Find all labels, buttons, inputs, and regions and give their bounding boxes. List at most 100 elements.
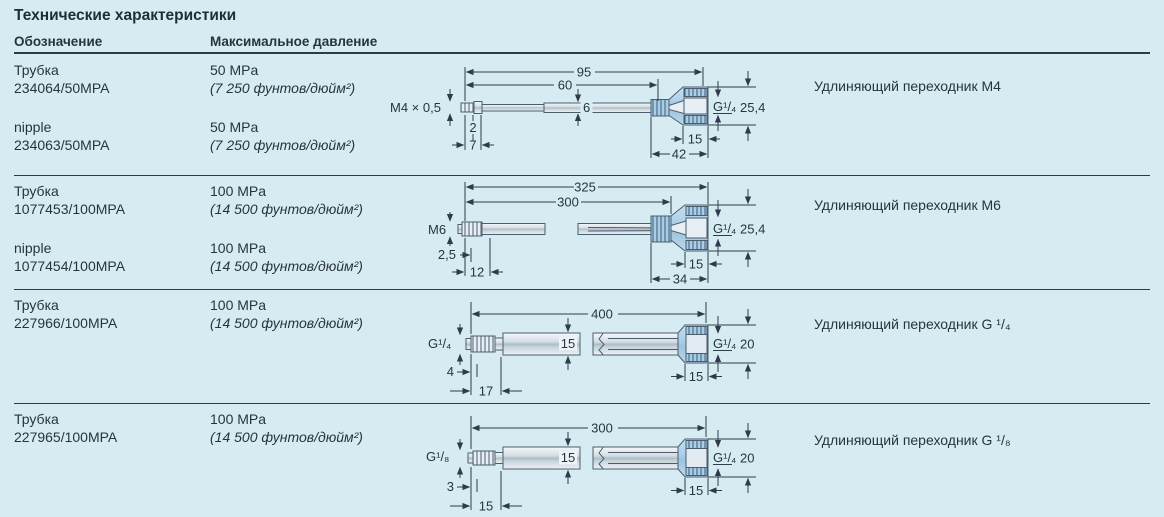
dim-b-label: 12 [470,265,484,280]
column-header-pressure: Максимальное давление [210,34,378,49]
pressure-imperial: (14 500 фунтов/дюйм²) [210,429,363,445]
dim-port-label: 15 [689,257,703,272]
dim-mid-label: 300 [557,195,579,210]
pressure-item: 100 MPa (14 500 фунтов/дюйм²) [210,239,363,275]
part-item: Трубка 1077453/100MPA [14,182,125,218]
tube-shape [467,438,709,478]
pressure-imperial: (14 500 фунтов/дюйм²) [210,201,363,217]
part-code: 234063/50MPA [14,137,110,153]
part-code: 1077453/100MPA [14,201,126,217]
pressure-cell: 100 MPa (14 500 фунтов/дюйм²) [210,296,363,332]
spec-row-m6: Трубка 1077453/100MPA nipple 1077454/100… [0,176,1164,289]
technical-drawing-m6: 325 300 M6 2,5 12 G¹/₄ 25,4 15 34 [428,180,765,287]
port-label: G¹/₄ [713,450,736,465]
pressure-item: 50 MPa (7 250 фунтов/дюйм²) [210,61,355,97]
part-code: 227966/100MPA [14,315,118,331]
dim-dia-label: 6 [583,100,590,115]
adapter-label: Удлиняющий переходник M6 [814,197,1001,213]
part-item: nipple 234063/50MPA [14,118,109,154]
dim-height-label: 20 [740,337,754,352]
part-name: Трубка [14,297,59,313]
dim-a-label: 4 [447,364,454,379]
dim-mid-label: 60 [558,78,572,93]
dim-dia-label: 15 [561,336,575,351]
part-code: 234064/50MPA [14,80,110,96]
pressure-imperial: (7 250 фунтов/дюйм²) [210,137,356,153]
technical-drawing-g18: 300 G¹/₈ 15 3 15 G¹/₄ 20 15 [426,416,756,514]
port-label: G¹/₄ [713,221,736,236]
thread-label: G¹/₄ [428,336,451,351]
thread-label: G¹/₈ [426,449,449,464]
dim-dia-label: 15 [561,450,575,465]
thread-label: M6 [428,222,446,237]
page-title: Технические характеристики [14,7,237,24]
adapter-label: Удлиняющий переходник G ¹/₈ [814,432,1011,448]
part-name: Трубка [14,62,59,78]
part-item: nipple 1077454/100MPA [14,239,125,275]
part-name: nipple [14,119,52,135]
pressure-cell: 50 MPa (7 250 фунтов/дюйм²) 50 MPa (7 25… [210,61,355,154]
port-label: G¹/₄ [713,99,736,114]
pressure-imperial: (14 500 фунтов/дюйм²) [210,315,363,331]
dim-height-label: 25,4 [740,100,765,115]
technical-drawing-m4: 95 60 6 M4 × 0,5 2 7 G¹/₄ 25,4 15 42 [390,65,765,162]
dim-port-label: 15 [689,483,703,498]
pressure-item: 100 MPa (14 500 фунтов/дюйм²) [210,410,363,446]
dim-height-label: 25,4 [740,222,765,237]
spec-row-g14: Трубка 227966/100MPA 100 MPa (14 500 фун… [0,290,1164,403]
dim-b-label: 7 [469,138,476,153]
row-separator [14,403,1150,404]
dim-b-label: 17 [479,384,493,399]
pressure-item: 100 MPa (14 500 фунтов/дюйм²) [210,182,363,218]
adapter-label: Удлиняющий переходник M4 [814,78,1001,94]
dim-a-label: 2,5 [438,247,456,262]
dim-port-label: 15 [689,369,703,384]
thread-label: M4 × 0,5 [390,100,441,115]
dim-height-label: 20 [740,451,754,466]
dim-total-label: 400 [591,307,613,322]
dimension-lines [446,67,756,158]
column-header-designation: Обозначение [14,34,103,49]
dim-total-label: 300 [591,421,613,436]
dim-total-label: 95 [577,65,591,80]
dim-dia-backdrop [559,336,577,351]
pressure-cell: 100 MPa (14 500 фунтов/дюйм²) [210,410,363,446]
dim-a-label: 3 [447,479,454,494]
part-name: Трубка [14,183,59,199]
part-code: 1077454/100MPA [14,258,126,274]
designation-cell: Трубка 227966/100MPA [14,296,117,332]
dim-dia-backdrop [559,450,577,465]
designation-cell: Трубка 234064/50MPA nipple 234063/50MPA [14,61,109,154]
row-separator [14,289,1150,290]
spec-row-m4: Трубка 234064/50MPA nipple 234063/50MPA … [0,55,1164,175]
pressure-value: 50 MPa [210,119,259,135]
tube-shape [457,204,709,252]
dimension-lines [446,182,756,283]
part-name: nipple [14,240,52,256]
designation-cell: Трубка 227965/100MPA [14,410,117,446]
tube-shape [465,324,709,364]
dim-total-label: 325 [574,180,596,195]
pressure-value: 50 MPa [210,62,259,78]
dim-port-label: 15 [688,132,702,147]
part-name: Трубка [14,411,59,427]
pressure-value: 100 MPa [210,183,267,199]
dim-a-label: 2 [469,120,476,135]
dim-dia-backdrop [580,102,593,114]
header-rule [14,52,1150,54]
technical-drawing-g14: 400 G¹/₄ 15 4 17 G¹/₄ 20 15 [428,302,756,399]
dimension-lines [450,302,756,395]
pressure-cell: 100 MPa (14 500 фунтов/дюйм²) 100 MPa (1… [210,182,363,275]
dim-adapter-label: 34 [673,272,687,287]
part-code: 227965/100MPA [14,429,118,445]
port-label: G¹/₄ [713,336,736,351]
pressure-imperial: (7 250 фунтов/дюйм²) [210,80,356,96]
pressure-imperial: (14 500 фунтов/дюйм²) [210,258,363,274]
dim-b-label: 15 [479,499,493,514]
pressure-value: 100 MPa [210,297,267,313]
part-item: Трубка 227965/100MPA [14,410,117,446]
part-item: Трубка 234064/50MPA [14,61,109,97]
dim-adapter-label: 42 [672,147,686,162]
pressure-value: 100 MPa [210,240,267,256]
